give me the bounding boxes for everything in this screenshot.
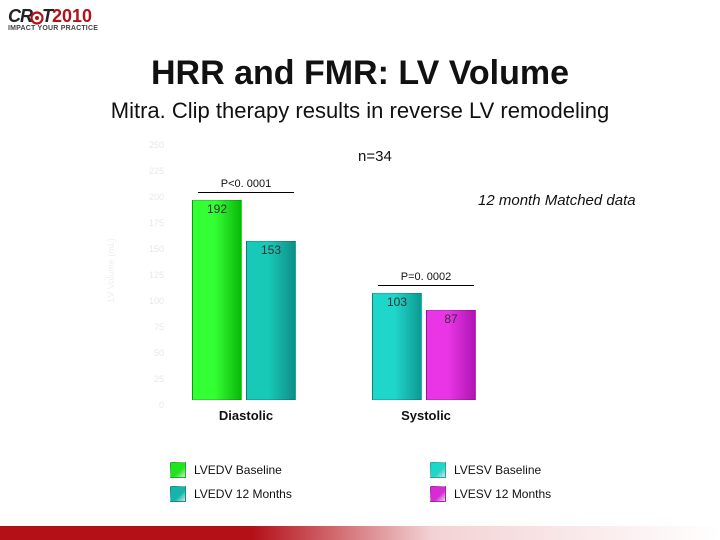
bar-value-label: 153: [246, 243, 296, 257]
y-tick: 75: [154, 322, 164, 332]
logo: CRT2010 IMPACT YOUR PRACTICE: [8, 6, 98, 32]
legend-item-lvedv-baseline: LVEDV Baseline: [170, 462, 282, 478]
y-tick: 50: [154, 348, 164, 358]
y-tick: 0: [159, 400, 164, 410]
bar-value-label: 103: [372, 295, 422, 309]
bar-value-label: 87: [426, 312, 476, 326]
y-tick: 25: [154, 374, 164, 384]
y-tick: 125: [149, 270, 164, 280]
y-tick: 100: [149, 296, 164, 306]
matched-data-label: 12 month Matched data: [478, 192, 636, 209]
n-label: n=34: [358, 148, 392, 165]
legend-item-lvesv-12mo: LVESV 12 Months: [430, 486, 551, 502]
bar: [192, 200, 242, 400]
page-subtitle: Mitra. Clip therapy results in reverse L…: [0, 98, 720, 124]
footer-bar: [0, 526, 720, 540]
group-label: Systolic: [372, 408, 480, 423]
page-title: HRR and FMR: LV Volume: [0, 54, 720, 93]
bar: [246, 241, 296, 400]
swatch-icon: [170, 462, 186, 478]
y-axis: 0255075100125150175200225250: [120, 140, 168, 400]
y-tick: 225: [149, 166, 164, 176]
y-tick: 175: [149, 218, 164, 228]
y-tick: 250: [149, 140, 164, 150]
legend-item-lvedv-12mo: LVEDV 12 Months: [170, 486, 292, 502]
swatch-icon: [430, 486, 446, 502]
bar: [372, 293, 422, 400]
y-tick: 150: [149, 244, 164, 254]
group-label: Diastolic: [192, 408, 300, 423]
legend-item-lvesv-baseline: LVESV Baseline: [430, 462, 541, 478]
plot-area: P<0. 0001192153DiastolicP=0. 000210387Sy…: [172, 140, 600, 400]
bar-value-label: 192: [192, 202, 242, 216]
p-value: P<0. 0001: [198, 178, 294, 193]
swatch-icon: [430, 462, 446, 478]
y-axis-label: LV Volume (mL): [106, 140, 120, 400]
p-value: P=0. 0002: [378, 271, 474, 286]
y-tick: 200: [149, 192, 164, 202]
swatch-icon: [170, 486, 186, 502]
lv-volume-chart: LV Volume (mL) 0255075100125150175200225…: [120, 140, 600, 430]
